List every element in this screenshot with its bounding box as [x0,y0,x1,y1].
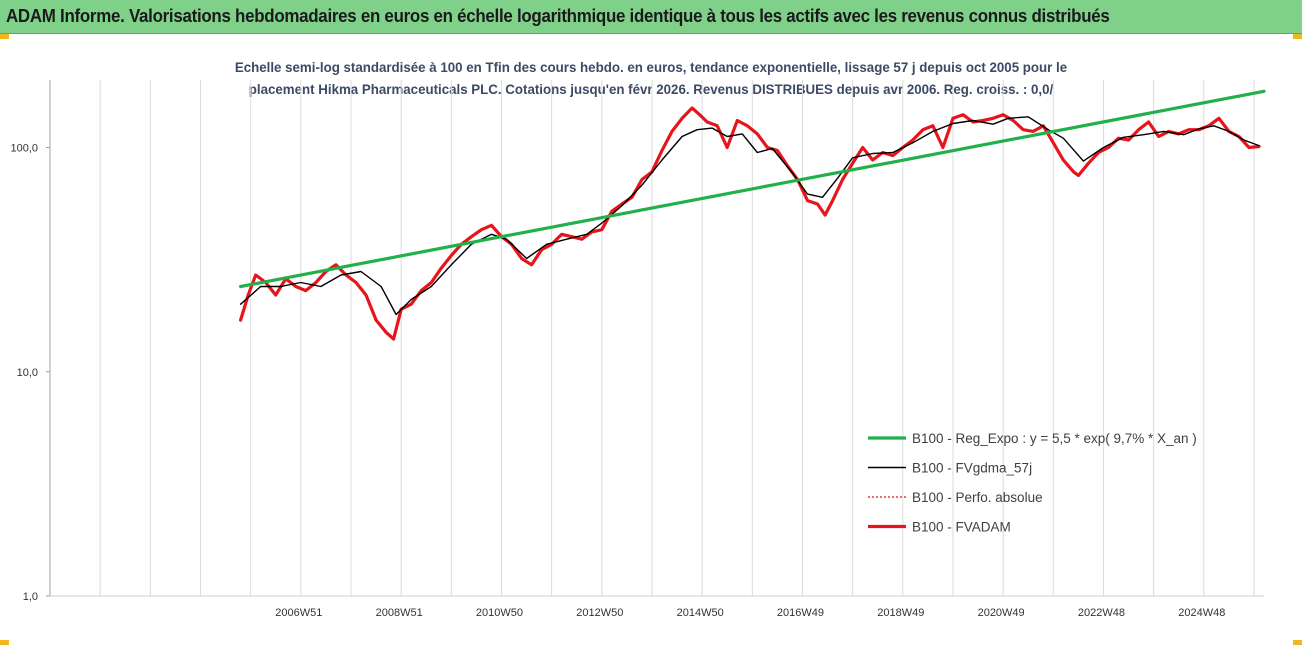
x-tick-label: 2022W48 [1078,607,1125,619]
y-tick-label: 100,0 [10,143,38,155]
y-tick-label: 1,0 [23,591,38,603]
legend-label-2: B100 - Perfo. absolue [912,490,1043,505]
corner-marker-top-left [0,34,9,39]
legend-label-0: B100 - Reg_Expo : y = 5,5 * exp( 9,7% * … [912,431,1197,446]
chart-subtitle-line-1: Echelle semi-log standardisée à 100 en T… [234,59,1068,75]
chart-subtitle-line-2: placement Hikma Pharmaceuticals PLC. Cot… [248,81,1054,97]
x-tick-label: 2006W51 [275,607,322,619]
banner-title: ADAM Informe. Valorisations hebdomadaire… [6,6,1110,26]
legend-label-3: B100 - FVADAM [912,520,1011,535]
axes: 1,0 10,0 100,0 2006W51 2008W51 2010W50 2012W50… [10,80,1264,619]
grid-lines [99,80,1255,596]
corner-marker-bottom-right [1293,640,1302,645]
corner-marker-top-right [1293,34,1302,39]
series-line-3 [239,106,1261,341]
chart-subtitle: Echelle semi-log standardisée à 100 en T… [0,56,1302,100]
corner-marker-bottom-left [0,640,9,645]
x-tick-label: 2020W49 [978,607,1025,619]
x-tick-label: 2018W49 [877,607,924,619]
legend-label-1: B100 - FVgdma_57j [912,461,1032,476]
x-tick-label: 2008W51 [376,607,423,619]
title-banner: ADAM Informe. Valorisations hebdomadaire… [0,0,1302,34]
y-tick-label: 10,0 [17,367,38,379]
x-tick-label: 2016W49 [777,607,824,619]
x-tick-label: 2014W50 [677,607,724,619]
series-line-0 [239,89,1266,289]
legend: B100 - Reg_Expo : y = 5,5 * exp( 9,7% * … [868,431,1197,535]
series-lines [239,89,1266,341]
chart-area: Echelle semi-log standardisée à 100 en T… [0,34,1302,647]
x-tick-label: 2012W50 [576,607,623,619]
x-tick-label: 2024W48 [1178,607,1225,619]
x-tick-label: 2010W50 [476,607,523,619]
series-line-1 [239,116,1260,316]
